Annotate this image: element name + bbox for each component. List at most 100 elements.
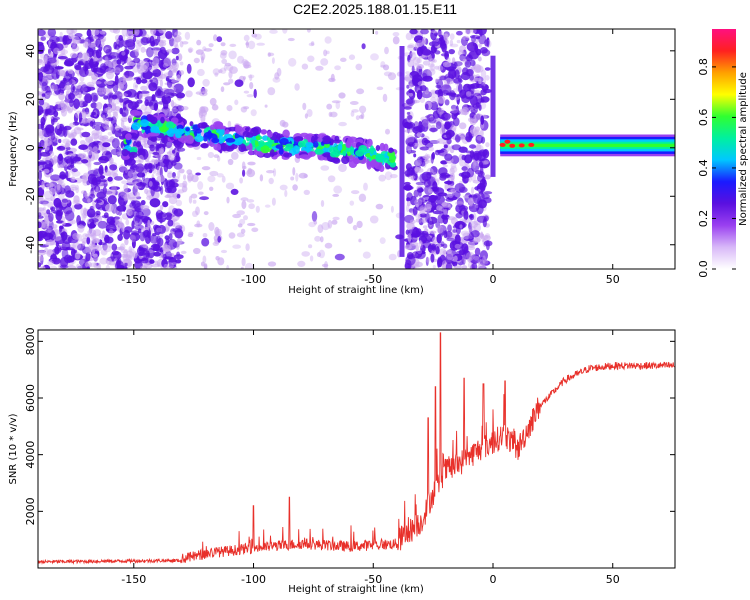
noise-speckle — [355, 115, 360, 121]
noise-speckle — [87, 163, 92, 172]
noise-speckle — [225, 182, 235, 190]
noise-speckle — [45, 108, 52, 114]
signal-blob — [353, 157, 360, 165]
noise-speckle — [38, 221, 42, 229]
noise-speckle — [142, 70, 153, 80]
signal-blob — [299, 154, 310, 159]
signal-blob — [274, 139, 279, 144]
noise-speckle — [67, 69, 74, 74]
noise-speckle — [152, 151, 159, 156]
noise-speckle — [267, 87, 276, 96]
noise-speckle — [425, 159, 434, 163]
noise-speckle — [42, 76, 47, 82]
noise-speckle — [106, 81, 114, 85]
noise-speckle — [97, 220, 108, 229]
signal-blob — [225, 129, 230, 135]
noise-speckle — [156, 35, 161, 43]
noise-speckle — [407, 233, 412, 242]
signal-blob — [175, 128, 185, 135]
noise-speckle — [485, 240, 490, 251]
noise-speckle — [118, 35, 123, 41]
noise-speckle — [454, 183, 466, 193]
noise-speckle — [440, 160, 448, 165]
noise-speckle — [74, 64, 82, 71]
noise-speckle — [421, 217, 427, 224]
noise-speckle — [441, 112, 451, 121]
noise-speckle — [242, 169, 246, 177]
noise-speckle — [426, 172, 432, 179]
noise-speckle — [473, 152, 480, 161]
noise-speckle — [104, 234, 110, 244]
noise-speckle — [196, 156, 202, 161]
noise-speckle — [149, 35, 155, 45]
noise-speckle — [452, 225, 458, 229]
noise-speckle — [416, 46, 424, 57]
noise-speckle — [317, 224, 324, 234]
noise-speckle — [406, 135, 415, 144]
noise-speckle — [78, 144, 89, 150]
noise-speckle — [118, 98, 124, 103]
noise-speckle — [44, 228, 55, 238]
noise-speckle — [39, 200, 50, 205]
noise-speckle — [458, 205, 469, 211]
noise-speckle — [120, 190, 130, 199]
noise-speckle — [435, 246, 440, 255]
noise-speckle — [249, 74, 253, 81]
signal-blob — [305, 142, 314, 147]
noise-speckle — [38, 262, 42, 268]
noise-speckle — [114, 176, 123, 181]
noise-speckle — [151, 159, 156, 163]
noise-speckle — [44, 235, 52, 240]
noise-speckle — [475, 204, 479, 209]
colorbar-tick-label: 0.6 — [697, 109, 710, 127]
x-tick-label: -50 — [364, 573, 382, 586]
noise-speckle — [176, 251, 181, 257]
noise-speckle — [62, 77, 67, 82]
noise-speckle — [452, 229, 458, 233]
noise-speckle — [61, 241, 71, 251]
noise-speckle — [462, 58, 467, 63]
noise-speckle — [412, 56, 421, 65]
noise-speckle — [441, 41, 447, 53]
noise-speckle — [461, 265, 468, 269]
noise-speckle — [430, 253, 435, 263]
noise-speckle — [477, 189, 481, 193]
noise-speckle — [363, 182, 368, 191]
noise-speckle — [175, 199, 183, 207]
spectrogram-frame — [37, 28, 676, 270]
noise-speckle — [146, 47, 154, 58]
noise-speckle — [38, 149, 42, 161]
noise-speckle — [432, 265, 436, 269]
noise-speckle — [388, 253, 397, 261]
noise-speckle — [214, 226, 220, 236]
noise-speckle — [243, 34, 250, 42]
noise-speckle — [157, 208, 162, 213]
noise-speckle — [324, 36, 332, 44]
noise-speckle — [187, 233, 194, 238]
noise-speckle — [453, 78, 463, 84]
noise-speckle — [88, 217, 99, 223]
noise-speckle — [220, 42, 226, 47]
noise-speckle — [450, 104, 457, 110]
noise-speckle — [149, 79, 153, 83]
noise-speckle — [163, 163, 169, 173]
noise-speckle — [144, 96, 155, 102]
noise-speckle — [135, 163, 145, 173]
noise-speckle — [86, 208, 96, 218]
noise-speckle — [439, 75, 447, 81]
noise-speckle — [72, 233, 80, 240]
noise-speckle — [47, 227, 52, 233]
noise-speckle — [167, 219, 174, 227]
noise-speckle — [436, 233, 442, 244]
noise-speckle — [484, 75, 490, 81]
noise-speckle — [334, 65, 341, 71]
signal-blob — [375, 145, 381, 152]
noise-speckle — [91, 73, 99, 80]
noise-speckle — [108, 94, 113, 99]
noise-speckle — [430, 30, 438, 34]
noise-speckle — [240, 266, 244, 269]
noise-speckle — [77, 265, 88, 269]
noise-speckle — [38, 255, 44, 262]
signal-blob — [131, 122, 141, 131]
noise-speckle — [163, 244, 171, 253]
